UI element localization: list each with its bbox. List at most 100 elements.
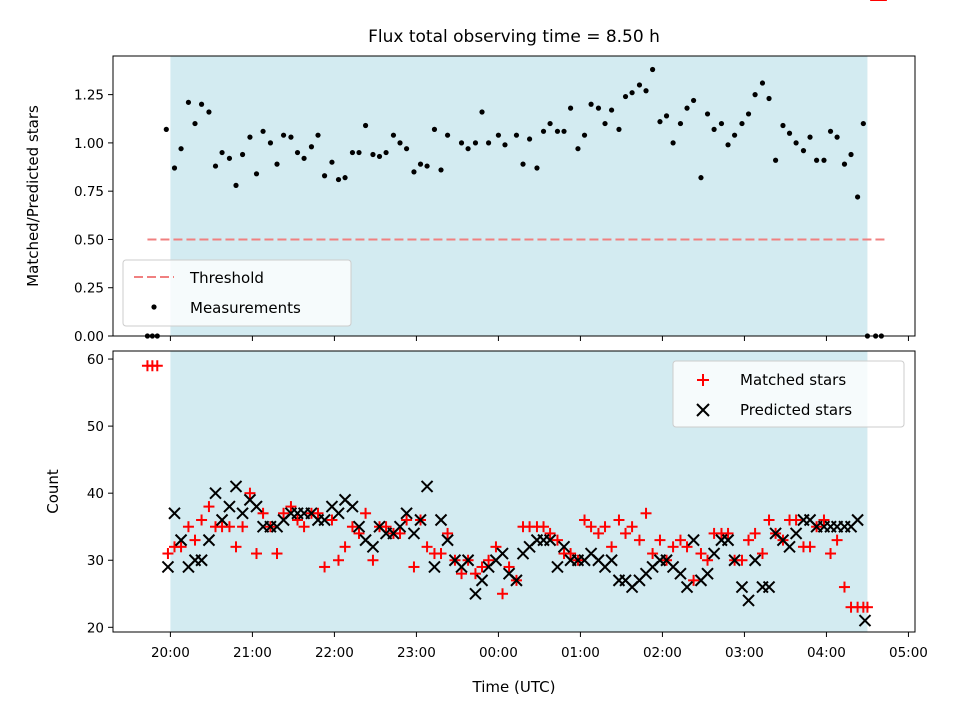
predicted-star-marker-b: [243, 493, 257, 507]
predicted-star-marker: [742, 594, 755, 607]
measurement-point: [731, 132, 738, 138]
predicted-star-marker-b: [707, 547, 721, 560]
predicted-star-marker-b: [229, 480, 243, 493]
matched-star-marker: [633, 534, 645, 546]
measurement-point: [780, 122, 786, 129]
predicted-star-marker: [400, 507, 413, 520]
measurement-point: [485, 140, 492, 146]
predicted-star-marker-b: [332, 507, 345, 520]
measurement-point: [444, 132, 451, 138]
bottom-panel: 20 30 40 50 60 20:00 21:00 22:00 23:00 00:00 01:0…: [44, 0, 928, 696]
top-y-tick-label: 1.00: [74, 136, 104, 152]
top-y-axis-label: Matched/Predicted stars: [24, 105, 42, 287]
predicted-star-marker: [551, 560, 564, 574]
measurement-point: [411, 169, 417, 175]
measurement-point: [226, 155, 233, 161]
predicted-star-marker: [557, 540, 571, 554]
measurement-point: [315, 132, 321, 138]
predicted-star-marker-b: [510, 574, 523, 587]
measurement-point: [739, 120, 745, 127]
matched-star-marker: [606, 541, 618, 553]
predicted-star-marker-b: [420, 480, 434, 493]
matched-star-marker: [237, 521, 249, 533]
matched-star-marker: [435, 548, 447, 560]
matched-star-marker: [257, 507, 269, 519]
matched-star-marker: [380, 521, 392, 533]
matched-star-marker: [613, 514, 625, 526]
measurement-point: [247, 134, 253, 140]
top-panel: 0.00 0.25 0.50 0.75 1.00 1.25 Flux total obse…: [24, 27, 916, 345]
matched-star-marker: [285, 501, 297, 513]
matched-star-marker: [551, 534, 563, 546]
bottom-legend-box: [672, 360, 905, 428]
matched-star-marker: [175, 541, 187, 553]
matched-star-marker: [401, 514, 413, 526]
matched-star-marker: [688, 574, 700, 586]
predicted-star-marker: [229, 480, 243, 493]
measurement-point: [629, 90, 635, 96]
predicted-star-marker: [434, 513, 448, 527]
measurement-point: [253, 171, 260, 177]
predicted-star-marker: [728, 554, 741, 567]
measurement-point: [479, 109, 485, 115]
matched-star-marker: [394, 527, 406, 539]
bottom-y-tick-label: 30: [87, 553, 104, 569]
measurement-point: [376, 153, 383, 160]
measurement-point: [752, 92, 758, 98]
top-legend: Threshold Measurements: [122, 259, 352, 327]
predicted-star-marker-b: [851, 513, 864, 527]
predicted-star-marker-b: [414, 513, 427, 527]
predicted-star-marker-b: [475, 574, 489, 587]
matched-star-marker: [736, 554, 748, 566]
predicted-star-marker: [346, 500, 359, 513]
measurement-point: [301, 155, 307, 161]
predicted-star-marker: [461, 554, 475, 567]
measurement-point: [657, 119, 663, 125]
matched-star-marker: [544, 527, 556, 539]
predicted-star-marker: [174, 533, 188, 547]
measurement-point: [848, 151, 854, 158]
predicted-star-marker: [223, 500, 236, 513]
matched-star-marker: [503, 561, 515, 573]
predicted-star-marker: [707, 547, 721, 560]
measurement-point: [860, 120, 866, 127]
matched-star-marker: [647, 548, 659, 560]
matched-star-marker: [189, 534, 201, 546]
x-tick-label: 00:00: [479, 645, 518, 661]
matched-star-marker: [585, 521, 597, 533]
chart-title: Flux total observing time = 8.50 h: [368, 27, 660, 47]
matched-star-marker: [565, 548, 577, 560]
predicted-star-marker: [352, 520, 366, 533]
predicted-star-marker-b: [393, 520, 407, 533]
bottom-axes-frame: [112, 350, 916, 633]
matched-star-marker: [162, 548, 174, 560]
measurement-point: [800, 148, 807, 154]
matched-star-marker: [497, 588, 509, 600]
measurement-point: [171, 165, 178, 171]
predicted-star-marker-b: [680, 580, 694, 594]
matched-star-marker: [538, 521, 550, 533]
predicted-star-marker: [332, 507, 345, 520]
predicted-star-marker: [318, 513, 331, 527]
measurement-point: [472, 140, 479, 146]
measurement-point: [622, 93, 629, 100]
predicted-star-marker: [762, 580, 776, 594]
measurement-point: [390, 132, 397, 138]
predicted-star-marker-b: [660, 554, 673, 567]
predicted-star-marker-b: [428, 560, 441, 574]
matched-star-marker: [861, 601, 873, 613]
predicted-star-marker-b: [223, 500, 236, 513]
predicted-star-marker-b: [789, 527, 803, 540]
predicted-star-marker-b: [762, 580, 776, 594]
predicted-star-marker-b: [701, 567, 714, 580]
predicted-star-marker-b: [461, 554, 475, 567]
top-y-tick-label: 0.50: [74, 232, 104, 248]
predicted-star-marker-b: [592, 554, 605, 567]
top-y-tick-label: 0.75: [74, 184, 104, 200]
measurement-point: [698, 175, 704, 181]
matched-star-marker: [620, 527, 632, 539]
predicted-star-marker: [209, 486, 222, 500]
measurement-point: [465, 146, 471, 152]
matched-star-marker: [476, 561, 488, 573]
